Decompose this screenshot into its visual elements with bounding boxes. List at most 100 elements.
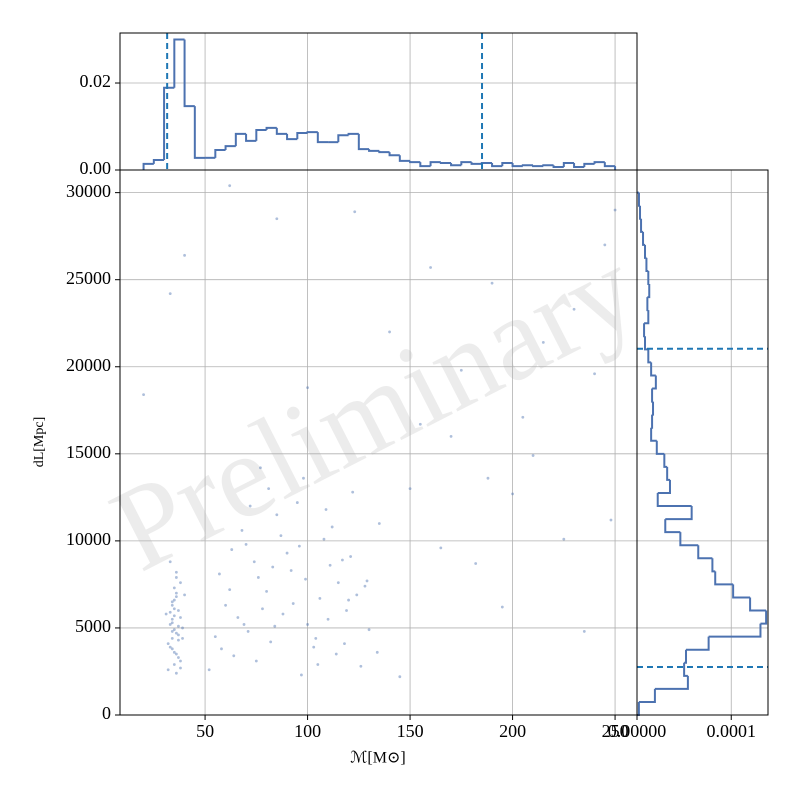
scatter-point [398,675,402,679]
scatter-point [459,368,463,372]
hist-step [152,158,165,164]
scatter-point [349,555,353,558]
hist-step [603,162,616,168]
scatter-point [248,504,252,508]
hist-step [521,164,534,167]
scatter-point [388,330,391,334]
scatter-point [172,663,176,666]
scatter-point [355,593,359,597]
hist-step [654,675,689,690]
hist-step [193,106,206,159]
scatter-point [500,605,504,609]
scatter-point [183,253,186,257]
scatter-point [172,614,176,618]
scatter-point [170,621,174,625]
hist-step [542,164,554,167]
hist-step [419,162,431,168]
scatter-point [213,635,217,639]
scatter-point [228,588,232,592]
hist-step [652,401,655,416]
scatter-point [285,551,289,555]
scatter-point [486,476,490,480]
scatter-point [265,589,268,593]
scatter-point [312,645,316,649]
x-tick-label: 0.00000 [608,721,667,741]
scatter-point [289,569,293,572]
x-tick-label: 100 [294,721,321,741]
scatter-point [142,393,145,397]
scatter-point [254,659,258,663]
scatter-point [174,570,178,574]
hist-step [142,162,154,170]
scatter-point [304,577,307,581]
scatter-point [168,610,172,614]
y-tick-label: 30000 [66,181,111,201]
scatter-point [613,208,617,212]
hist-step [183,39,195,108]
scatter-point [177,656,180,659]
hist-step [663,453,668,468]
x-tick-label: 150 [397,721,424,741]
scatter-point [375,650,379,654]
scatter-point [168,560,172,564]
hist-step [655,440,665,455]
scatter-point [275,217,279,221]
hist-step [460,161,472,166]
x-tick-label: 50 [196,721,214,741]
scatter-point [603,243,607,247]
scatter-point [562,537,566,541]
watermark: Preliminary [92,221,657,597]
hist-step [749,597,767,612]
y-tick-label: 15000 [66,442,111,462]
y-tick-label: 0.02 [80,71,112,91]
scatter-point [279,534,283,538]
scatter-point [302,476,305,480]
hist-step [255,128,267,141]
scatter-point [166,668,170,672]
hist-step [645,257,649,272]
hist-step [532,165,544,168]
hist-step [683,662,688,677]
scatter-point [275,513,279,517]
hist-step [686,636,710,651]
scatter-point [179,616,182,619]
scatter-point [269,640,273,644]
hist-step [552,165,564,168]
scatter-point [207,668,211,672]
scatter-point [295,501,299,504]
hist-step [637,192,641,207]
scatter-point [582,630,586,633]
hist-step [409,160,421,164]
hist-step [439,162,452,165]
hist-step [652,375,657,390]
axes-layer: 50 100 150 200 250 0 5000 10000 15000 20000 25000 3… [66,32,769,741]
hist-step [646,297,649,312]
y-axis-label: dL[Mpc] [32,417,47,468]
hist-step [664,519,681,534]
scatter-point [267,487,271,491]
hist-step [647,349,652,364]
scatter-point [377,522,381,525]
scatter-point [297,544,301,548]
scatter-point [240,529,244,532]
scatter-point [449,435,453,438]
scatter-point [244,542,248,546]
scatter-point [531,454,535,457]
scatter-point [224,603,227,607]
scatter-point [343,642,346,646]
hist-step [480,162,493,165]
scatter-point [172,628,176,632]
scatter-point [170,603,174,607]
scatter-point [174,591,178,595]
hist-step [593,161,605,164]
hist-step [275,127,288,135]
y-tick-label: 20000 [66,355,111,375]
hist-step [651,388,654,403]
scatter-point [314,636,318,640]
scatter-point [521,415,525,419]
scatter-point [242,623,246,626]
scatter-point [306,386,309,390]
scatter-point [170,630,174,633]
scatter-point [326,617,330,621]
